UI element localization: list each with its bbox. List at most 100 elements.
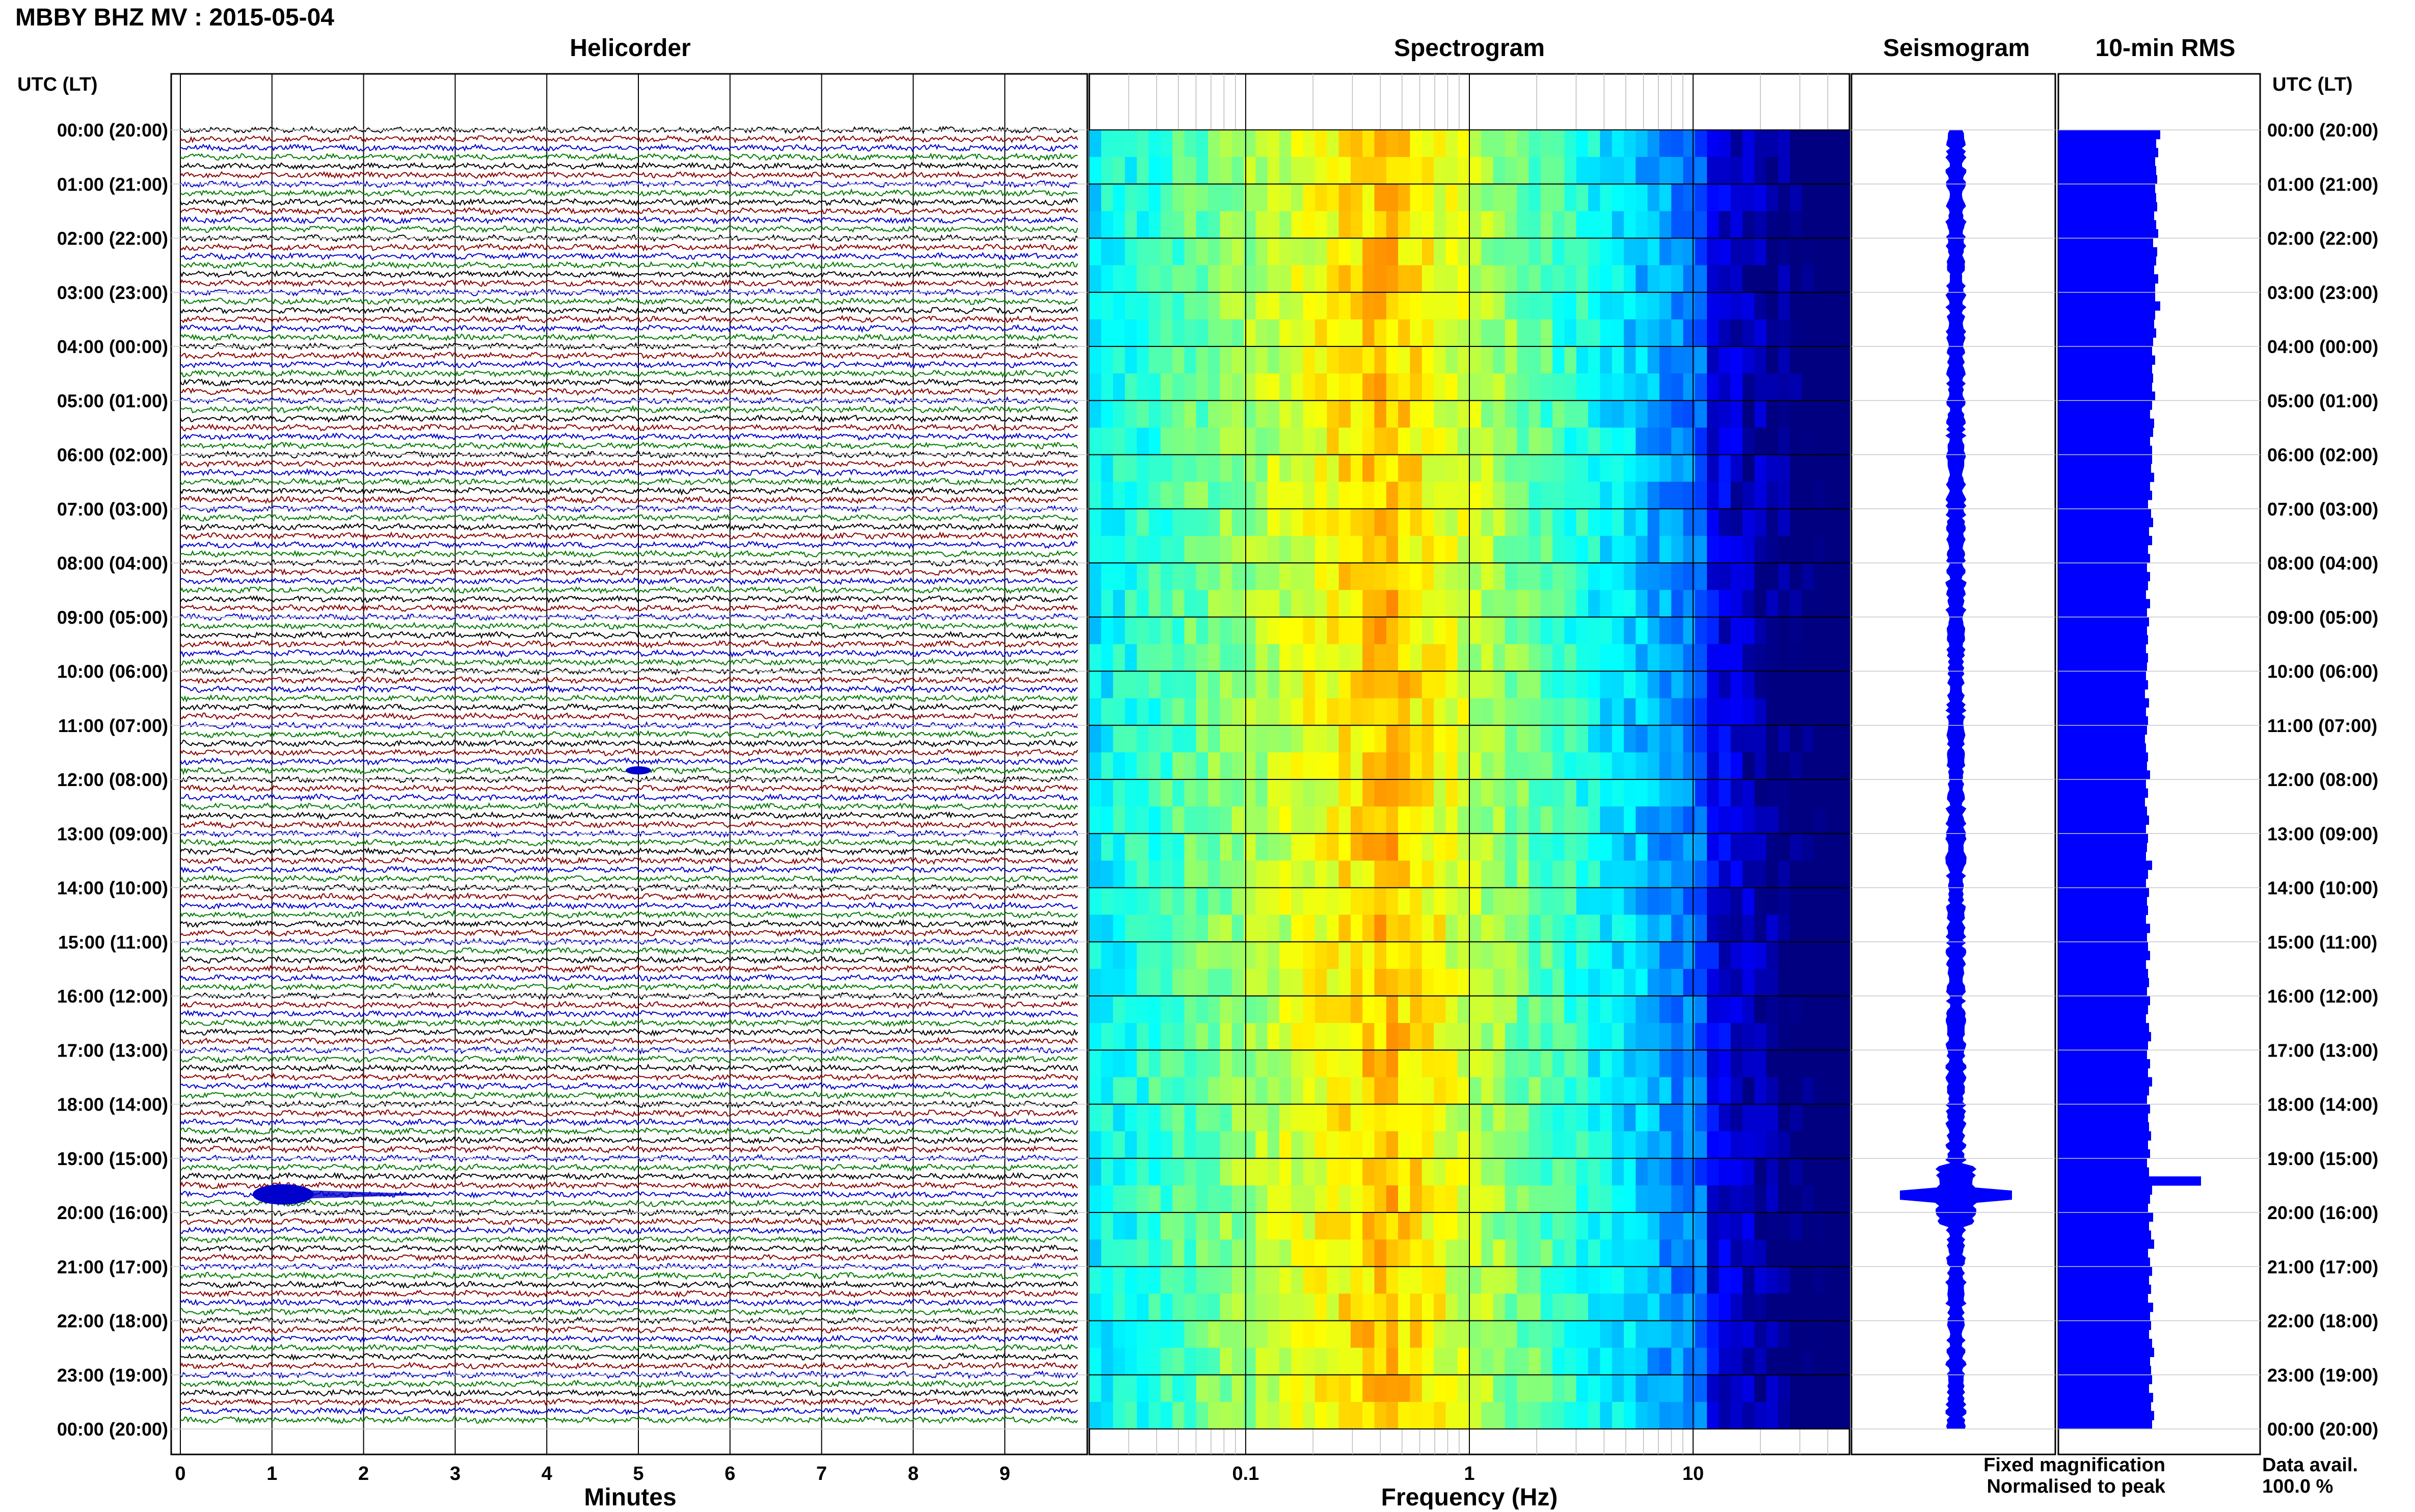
spectrogram-cell — [1766, 752, 1779, 780]
spectrogram-cell — [1291, 238, 1304, 266]
spectrogram-cell — [1137, 1023, 1149, 1050]
spectrogram-cell — [1338, 319, 1351, 347]
spectrogram-cell — [1600, 590, 1613, 617]
spectrogram-cell — [1101, 968, 1114, 996]
spectrogram-cell — [1362, 590, 1375, 617]
rms-bar-113 — [2058, 1149, 2150, 1159]
spectrogram-cell — [1576, 400, 1589, 428]
spectrogram-cell — [1124, 130, 1137, 157]
spectrogram-cell — [1505, 887, 1517, 915]
spectrogram-cell — [1624, 725, 1636, 753]
spectrogram-cell — [1160, 292, 1173, 320]
spectrogram-cell — [1172, 211, 1185, 239]
rms-bar-23 — [2058, 337, 2153, 347]
spectrogram-cell — [1481, 806, 1494, 834]
spectrogram-cell — [1564, 914, 1577, 942]
spectrogram-cell — [1469, 779, 1482, 807]
spectrogram-cell — [1600, 1374, 1613, 1402]
spectrogram-cell — [1481, 1023, 1494, 1050]
spectrogram-cell — [1659, 1374, 1672, 1402]
spectrogram-cell — [1754, 996, 1767, 1023]
spectrogram-cell — [1552, 779, 1565, 807]
spectrogram-cell — [1635, 211, 1648, 239]
spectrogram-cell — [1303, 563, 1316, 590]
spectrogram-cell — [1196, 644, 1209, 672]
spectrogram-cell — [1362, 130, 1375, 157]
spectrogram-cell — [1303, 535, 1316, 563]
rms-bar-0 — [2058, 130, 2160, 140]
helicorder-trace-97 — [180, 1001, 1078, 1010]
spectrogram-cell — [1588, 454, 1601, 482]
spectrogram-cell — [1695, 833, 1707, 861]
spectrogram-cell — [1778, 1266, 1791, 1294]
spectrogram-cell — [1255, 130, 1268, 157]
spectrogram-cell — [1564, 400, 1577, 428]
spectrogram-cell — [1588, 1374, 1601, 1402]
spectrogram-cell — [1208, 779, 1221, 807]
spectrogram-cell — [1564, 265, 1577, 293]
spectrogram-cell — [1624, 157, 1636, 184]
spectrogram-cell — [1624, 1239, 1636, 1267]
spectrogram-cell — [1659, 157, 1672, 184]
spectrogram-cell — [1113, 752, 1125, 780]
spectrogram-cell — [1220, 292, 1232, 320]
spectrogram-cell — [1624, 590, 1636, 617]
spectrogram-cell — [1434, 725, 1446, 753]
spectrogram-cell — [1612, 860, 1624, 888]
spectrogram-cell — [1137, 1374, 1149, 1402]
spectrogram-cell — [1505, 1347, 1517, 1375]
spectrogram-cell — [1469, 1077, 1482, 1105]
spectrogram-cell — [1279, 779, 1292, 807]
spectrogram-cell — [1327, 563, 1339, 590]
spectrogram-cell — [1481, 265, 1494, 293]
spectrogram-cell — [1255, 1158, 1268, 1186]
spectrogram-cell — [1730, 1104, 1743, 1132]
spectrogram-cell — [1802, 725, 1814, 753]
spectrogram-cell — [1612, 238, 1624, 266]
spectrogram-cell — [1552, 427, 1565, 455]
spectrogram-cell — [1350, 1401, 1363, 1429]
spectrogram-cell — [1172, 373, 1185, 401]
helicorder-trace-133 — [180, 1326, 1078, 1335]
spectrogram-cell — [1517, 1401, 1530, 1429]
spectrogram-cell — [1826, 346, 1838, 374]
spectrogram-cell — [1350, 454, 1363, 482]
spectrogram-cell — [1398, 1293, 1411, 1321]
spectrogram-cell — [1790, 860, 1803, 888]
spectrogram-cell — [1124, 563, 1137, 590]
spectrogram-cell — [1837, 481, 1850, 509]
spectrogram-cell — [1540, 671, 1553, 699]
spectrogram-cell — [1540, 400, 1553, 428]
time-label-right-3: 03:00 (23:00) — [2267, 282, 2378, 303]
spectrogram-cell — [1291, 779, 1304, 807]
spectrogram-cell — [1124, 1185, 1137, 1213]
spectrogram-cell — [1588, 319, 1601, 347]
spectrogram-cell — [1184, 833, 1197, 861]
spectrogram-cell — [1101, 400, 1114, 428]
spectrogram-cell — [1778, 427, 1791, 455]
spectrogram-cell — [1588, 211, 1601, 239]
spectrogram-cell — [1148, 184, 1161, 212]
spectrogram-cell — [1576, 157, 1589, 184]
spectrogram-cell — [1398, 454, 1411, 482]
spectrogram-cell — [1540, 1320, 1553, 1348]
spectrogram-cell — [1398, 996, 1411, 1023]
spectrogram-cell — [1327, 941, 1339, 969]
spectrogram-cell — [1362, 319, 1375, 347]
spectrogram-cell — [1137, 1239, 1149, 1267]
spectrogram-cell — [1434, 346, 1446, 374]
spectrogram-cell — [1160, 833, 1173, 861]
spectrogram-cell — [1398, 184, 1411, 212]
spectrogram-cell — [1505, 833, 1517, 861]
spectrogram-cell — [1303, 265, 1316, 293]
spectrogram-cell — [1635, 1023, 1648, 1050]
time-label-left-17: 17:00 (13:00) — [57, 1040, 168, 1061]
spectrogram-cell — [1445, 914, 1458, 942]
spectrogram-cell — [1814, 1158, 1827, 1186]
spectrogram-cell — [1588, 1023, 1601, 1050]
spectrogram-cell — [1837, 1077, 1850, 1105]
spectrogram-cell — [1148, 157, 1161, 184]
spectrogram-cell — [1837, 968, 1850, 996]
spectrogram-cell — [1386, 1077, 1399, 1105]
spectrogram-cell — [1350, 1212, 1363, 1240]
